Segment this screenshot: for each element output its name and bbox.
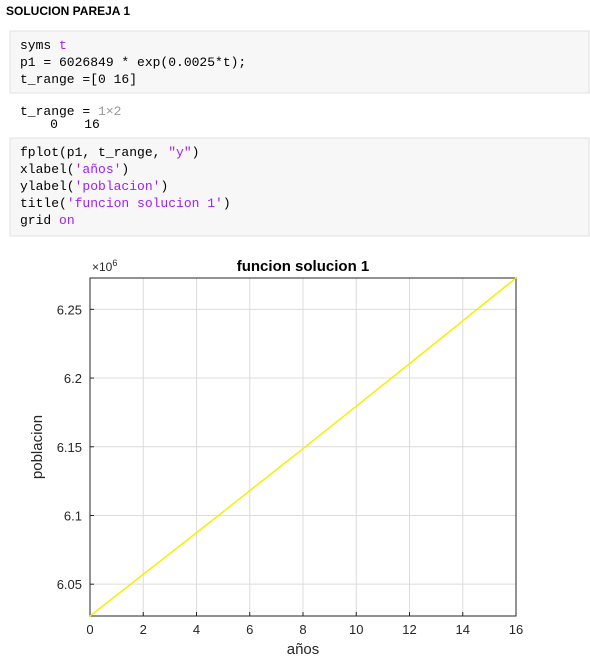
code-line: title('funcion solucion 1') bbox=[20, 196, 231, 211]
x-tick-label: 10 bbox=[349, 622, 363, 637]
code-token: ylabel( bbox=[20, 179, 75, 194]
y-tick-label: 6.15 bbox=[57, 440, 82, 455]
code-line: ylabel('poblacion') bbox=[20, 179, 168, 194]
y-tick-label: 6.2 bbox=[64, 371, 82, 386]
chart-title: funcion solucion 1 bbox=[237, 258, 370, 275]
code-line: syms t bbox=[20, 38, 67, 53]
exponent-base: ×10 bbox=[92, 260, 113, 274]
code-token: ) bbox=[121, 162, 129, 177]
y-tick-label: 6.05 bbox=[57, 577, 82, 592]
code-line: grid on bbox=[20, 213, 75, 228]
code-token: fplot(p1, t_range, bbox=[20, 145, 168, 160]
code-line: t_range =[0 16] bbox=[20, 72, 137, 87]
code-token: 'años' bbox=[75, 162, 122, 177]
axes-box bbox=[89, 277, 517, 617]
section-title: SOLUCION PAREJA 1 bbox=[6, 4, 130, 18]
x-axis-label: años bbox=[287, 641, 320, 658]
x-tick-label: 2 bbox=[140, 622, 147, 637]
code-line: p1 = 6026849 * exp(0.0025*t); bbox=[20, 55, 246, 70]
x-tick-label: 12 bbox=[402, 622, 416, 637]
output-value: 16 bbox=[84, 117, 100, 132]
code-block[interactable] bbox=[9, 30, 590, 94]
output-name: t_range = bbox=[20, 104, 90, 119]
exponent-label: ×106 bbox=[92, 258, 117, 274]
output-size: 1×2 bbox=[98, 104, 121, 119]
data-line bbox=[89, 277, 517, 617]
code-token: 'funcion solucion 1' bbox=[67, 196, 223, 211]
code-token: ) bbox=[160, 179, 168, 194]
output-value: 0 bbox=[50, 117, 58, 132]
code-token: title( bbox=[20, 196, 67, 211]
code-line: xlabel('años') bbox=[20, 162, 129, 177]
code-token: 'poblacion' bbox=[75, 179, 161, 194]
y-tick-label: 6.25 bbox=[57, 302, 82, 317]
code-token: ) bbox=[223, 196, 231, 211]
y-axis-label: poblacion bbox=[29, 415, 46, 479]
y-tick-label: 6.1 bbox=[64, 508, 82, 523]
x-tick-label: 16 bbox=[509, 622, 523, 637]
x-tick-label: 8 bbox=[299, 622, 306, 637]
code-token: t_range =[0 16] bbox=[20, 72, 137, 87]
x-tick-label: 6 bbox=[246, 622, 253, 637]
code-token: xlabel( bbox=[20, 162, 75, 177]
code-token: grid bbox=[20, 213, 59, 228]
code-token: on bbox=[59, 213, 75, 228]
code-block[interactable] bbox=[9, 137, 590, 237]
x-tick-label: 0 bbox=[86, 622, 93, 637]
x-tick-label: 14 bbox=[456, 622, 470, 637]
x-tick-label: 4 bbox=[193, 622, 200, 637]
output-line: t_range = 1×2 bbox=[20, 104, 121, 119]
code-token: p1 = 6026849 * exp(0.0025*t); bbox=[20, 55, 246, 70]
code-token: syms bbox=[20, 38, 59, 53]
exponent: 6 bbox=[112, 258, 117, 268]
code-token: ) bbox=[192, 145, 200, 160]
code-line: fplot(p1, t_range, "y") bbox=[20, 145, 199, 160]
code-token: "y" bbox=[168, 145, 191, 160]
code-token: t bbox=[59, 38, 67, 53]
